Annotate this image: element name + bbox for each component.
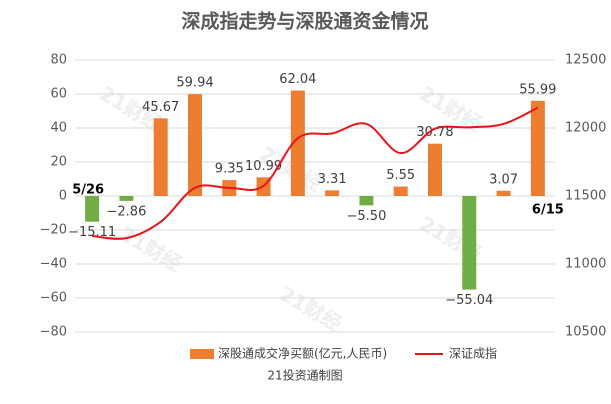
data-label: 59.94: [176, 76, 213, 91]
line: [92, 106, 539, 240]
legend-label: 深股通成交净买额(亿元,人民币): [218, 346, 387, 361]
data-label: 10.99: [245, 159, 282, 174]
annotation: 6/15: [532, 203, 564, 218]
y-tick-label: 80: [50, 53, 67, 68]
source: 21投资通制图: [267, 368, 342, 383]
bar: [359, 196, 374, 206]
y2-tick-label: 11500: [565, 189, 606, 204]
bar: [188, 94, 202, 196]
y-tick-label: 60: [50, 87, 67, 102]
data-label: 9.35: [215, 162, 244, 177]
bar: [428, 143, 442, 196]
bar: [530, 100, 545, 196]
data-label: −2.86: [107, 204, 147, 219]
data-label: 3.31: [318, 172, 347, 187]
bar: [393, 186, 408, 196]
bar: [153, 118, 168, 196]
data-label: 5.55: [386, 168, 415, 183]
y2-tick-label: 11000: [565, 257, 606, 272]
y-tick-label: 0: [59, 189, 67, 204]
y2-tick-label: 12500: [565, 53, 606, 68]
y-tick-label: −40: [40, 257, 67, 272]
bar: [325, 190, 340, 196]
bar: [462, 196, 477, 290]
data-label: 45.67: [142, 100, 179, 115]
data-label: 62.04: [279, 72, 316, 87]
legend-label: 深证成指: [449, 346, 497, 361]
y-tick-label: −80: [40, 325, 67, 340]
legend-swatch: [190, 349, 214, 359]
y2-tick-label: 10500: [565, 325, 606, 340]
y-tick-label: 20: [50, 155, 67, 170]
annotation: 5/26: [72, 183, 104, 198]
watermark: 21财经: [275, 281, 346, 336]
bar: [119, 196, 134, 201]
data-label: 3.07: [489, 172, 518, 187]
data-label: −15.11: [68, 225, 116, 240]
bar: [496, 190, 511, 196]
y-tick-label: −60: [40, 291, 67, 306]
data-label: −5.50: [347, 209, 387, 224]
y-tick-label: −20: [40, 223, 67, 238]
chart-title: 深成指走势与深股通资金情况: [181, 10, 428, 33]
data-label: −55.04: [445, 293, 493, 308]
y-tick-label: 40: [50, 121, 67, 136]
y2-tick-label: 12000: [565, 121, 606, 136]
bar: [85, 196, 100, 222]
data-label: 55.99: [519, 82, 556, 97]
bar: [290, 90, 305, 196]
